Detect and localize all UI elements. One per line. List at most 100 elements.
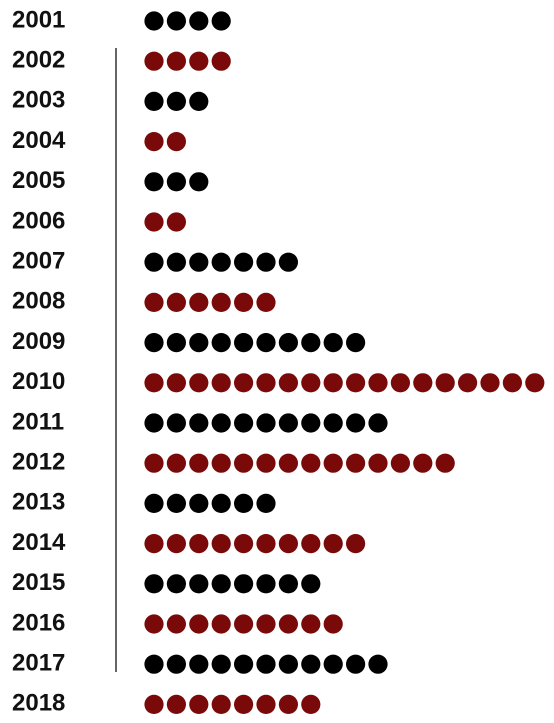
year-label: 2018 [12, 690, 65, 717]
dot [189, 534, 209, 554]
dot [234, 574, 254, 594]
dot [211, 694, 231, 715]
dot [278, 453, 298, 473]
dot [368, 654, 388, 674]
dot [211, 51, 231, 71]
dot [278, 654, 298, 674]
dot [323, 453, 343, 473]
dot [234, 654, 254, 674]
dot [166, 493, 186, 513]
dot [211, 534, 231, 554]
dot [144, 373, 164, 393]
dot [323, 614, 343, 634]
year-label: 2006 [12, 207, 65, 234]
dot [301, 333, 321, 353]
dot [323, 654, 343, 674]
dot [211, 11, 231, 31]
dot [256, 694, 276, 715]
dot [346, 534, 366, 554]
dot [502, 373, 522, 393]
dot [166, 373, 186, 393]
year-label: 2003 [12, 87, 65, 114]
dot [144, 614, 164, 634]
dot [525, 373, 545, 393]
year-label: 2012 [12, 449, 65, 476]
dot [166, 51, 186, 71]
dot [166, 11, 186, 31]
year-label: 2008 [12, 288, 65, 315]
year-label: 2009 [12, 328, 65, 355]
dot [189, 574, 209, 594]
dot [189, 413, 209, 433]
dot [323, 413, 343, 433]
dot [166, 654, 186, 674]
dot [166, 132, 186, 152]
dot [166, 694, 186, 715]
dot [211, 252, 231, 272]
dot [323, 534, 343, 554]
dot [189, 292, 209, 312]
dot [234, 373, 254, 393]
dot [346, 373, 366, 393]
dot [256, 292, 276, 312]
dot [234, 252, 254, 272]
year-label: 2011 [12, 408, 64, 435]
dot [144, 132, 164, 152]
dot [435, 373, 455, 393]
dot [256, 654, 276, 674]
dot [211, 614, 231, 634]
dot [144, 11, 164, 31]
dot [301, 614, 321, 634]
dot [413, 373, 433, 393]
dot [189, 373, 209, 393]
dot [166, 614, 186, 634]
dot [256, 614, 276, 634]
dot [234, 453, 254, 473]
dot [346, 333, 366, 353]
year-label: 2010 [12, 368, 65, 395]
dot [211, 333, 231, 353]
dot [189, 654, 209, 674]
dot [189, 694, 209, 715]
dot [301, 574, 321, 594]
dot [166, 91, 186, 111]
dot [323, 373, 343, 393]
dot [166, 574, 186, 594]
dot [278, 574, 298, 594]
dot [346, 654, 366, 674]
dot [301, 413, 321, 433]
dot [234, 413, 254, 433]
dot [256, 252, 276, 272]
dot [301, 694, 321, 715]
dot [278, 614, 298, 634]
dot [211, 373, 231, 393]
dot [458, 373, 478, 393]
year-label: 2007 [12, 248, 65, 275]
year-label: 2002 [12, 47, 65, 74]
dot [144, 51, 164, 71]
dot [346, 413, 366, 433]
dot [144, 333, 164, 353]
year-label: 2013 [12, 489, 65, 516]
dot [189, 11, 209, 31]
dot [234, 292, 254, 312]
dot [234, 534, 254, 554]
dot [256, 574, 276, 594]
dot [211, 453, 231, 473]
dot [368, 413, 388, 433]
dot [234, 614, 254, 634]
dot [301, 534, 321, 554]
dot [144, 91, 164, 111]
dot [144, 694, 164, 715]
year-label: 2016 [12, 609, 65, 636]
dot [144, 453, 164, 473]
dot [368, 373, 388, 393]
dot [256, 534, 276, 554]
dot [189, 172, 209, 192]
dot [189, 252, 209, 272]
dot [144, 292, 164, 312]
dot [166, 172, 186, 192]
dot [166, 333, 186, 353]
dot [189, 453, 209, 473]
